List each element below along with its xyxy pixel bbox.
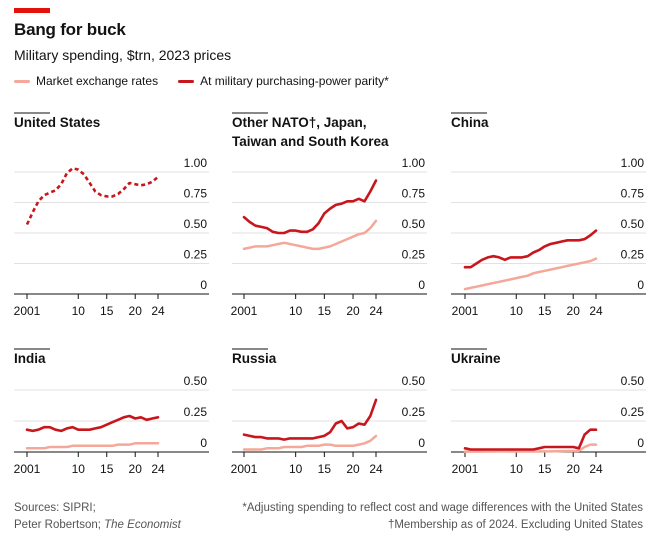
series-line-ppp [242, 179, 378, 235]
panel-title: Ukraine [451, 351, 501, 366]
footnotes: *Adjusting spending to reflect cost and … [242, 500, 643, 534]
series-line-ppp [463, 428, 598, 451]
x-tick-label: 2001 [231, 304, 258, 318]
x-tick-label: 2001 [231, 462, 258, 476]
x-tick-label: 24 [589, 304, 603, 318]
source-note: Sources: SIPRI; Peter Robertson; The Eco… [14, 500, 181, 534]
x-tick-label: 2001 [14, 304, 41, 318]
x-tick-label: 24 [151, 304, 165, 318]
brand-bar [14, 8, 50, 13]
y-tick-label: 0.25 [621, 248, 645, 262]
panel-title: United States [14, 115, 100, 130]
y-tick-label: 0.25 [184, 405, 208, 419]
x-tick-label: 2001 [14, 462, 41, 476]
y-tick-label: 0.25 [402, 405, 426, 419]
x-tick-label: 10 [72, 462, 86, 476]
series-line-ppp [242, 398, 378, 441]
x-tick-label: 24 [369, 462, 383, 476]
x-tick-label: 15 [100, 462, 114, 476]
series-line-ppp [463, 229, 598, 269]
x-tick-label: 10 [510, 462, 524, 476]
x-tick-label: 20 [129, 304, 143, 318]
credit-publication: The Economist [104, 519, 181, 531]
y-tick-label: 0.25 [184, 248, 208, 262]
series-line-market [242, 434, 378, 451]
x-tick-label: 24 [589, 462, 603, 476]
legend: Market exchange rates At military purcha… [14, 74, 403, 88]
x-tick-label: 20 [346, 462, 360, 476]
y-tick-label: 0 [418, 278, 425, 292]
x-tick-label: 20 [567, 304, 581, 318]
y-tick-label: 0.25 [402, 248, 426, 262]
y-tick-label: 0.50 [184, 374, 208, 388]
credit-line: Peter Robertson; The Economist [14, 517, 181, 534]
panel-title: Taiwan and South Korea [232, 134, 389, 149]
y-tick-label: 1.00 [184, 156, 208, 170]
y-tick-label: 0 [637, 436, 644, 450]
panel-title: Other NATO†, Japan, [232, 115, 367, 130]
y-tick-label: 0.75 [402, 187, 426, 201]
x-tick-label: 15 [100, 304, 114, 318]
series-line-market [25, 442, 160, 450]
footnote-membership: †Membership as of 2024. Excluding United… [387, 519, 643, 531]
x-tick-label: 20 [567, 462, 581, 476]
chart-title: Bang for buck [14, 20, 126, 39]
x-tick-label: 24 [151, 462, 165, 476]
y-tick-label: 0.50 [621, 217, 645, 231]
series-line-market [463, 443, 598, 453]
panel-title: China [451, 115, 489, 130]
x-tick-label: 10 [289, 462, 303, 476]
y-tick-label: 1.00 [621, 156, 645, 170]
chart-subtitle: Military spending, $trn, 2023 prices [14, 47, 232, 63]
series-line-ppp [25, 414, 160, 433]
x-tick-label: 24 [369, 304, 383, 318]
legend-swatch-ppp [178, 79, 195, 83]
y-tick-label: 0.50 [184, 217, 208, 231]
legend-label-market: Market exchange rates [36, 74, 159, 88]
y-tick-label: 0 [200, 278, 207, 292]
x-tick-label: 10 [510, 304, 524, 318]
footnote-ppp: *Adjusting spending to reflect cost and … [242, 502, 643, 514]
x-tick-label: 15 [318, 304, 332, 318]
y-tick-label: 0.75 [184, 187, 208, 201]
y-tick-label: 0.50 [402, 374, 426, 388]
x-tick-label: 10 [72, 304, 86, 318]
series-line-ppp [25, 167, 159, 226]
x-tick-label: 15 [538, 304, 552, 318]
y-tick-label: 0.50 [621, 374, 645, 388]
y-tick-label: 1.00 [402, 156, 426, 170]
legend-swatch-market [14, 79, 30, 83]
y-tick-label: 0.50 [402, 217, 426, 231]
legend-item-ppp: At military purchasing-power parity* [178, 74, 389, 88]
source-line: Sources: SIPRI; [14, 502, 96, 514]
y-tick-label: 0 [637, 278, 644, 292]
x-tick-label: 2001 [452, 304, 479, 318]
series-line-market [242, 219, 378, 251]
y-tick-label: 0 [200, 436, 207, 450]
y-tick-label: 0 [418, 436, 425, 450]
x-tick-label: 20 [129, 462, 143, 476]
legend-item-market: Market exchange rates [14, 74, 158, 88]
legend-label-ppp: At military purchasing-power parity* [200, 74, 389, 88]
y-tick-label: 0.75 [621, 187, 645, 201]
x-tick-label: 10 [289, 304, 303, 318]
panel-title: India [14, 351, 46, 366]
x-tick-label: 2001 [452, 462, 479, 476]
series-line-market [463, 257, 598, 291]
y-tick-label: 0.25 [621, 405, 645, 419]
panel-title: Russia [232, 351, 277, 366]
credit-prefix: Peter Robertson; [14, 519, 105, 531]
x-tick-label: 15 [538, 462, 552, 476]
x-tick-label: 20 [346, 304, 360, 318]
x-tick-label: 15 [318, 462, 332, 476]
